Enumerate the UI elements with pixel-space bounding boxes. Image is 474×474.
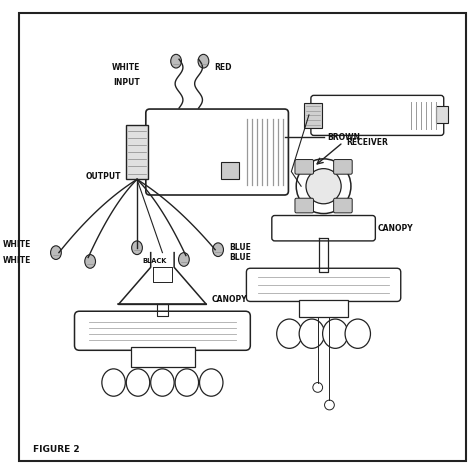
Circle shape: [325, 400, 334, 410]
Text: BLUE: BLUE: [229, 253, 251, 262]
FancyBboxPatch shape: [74, 311, 250, 350]
Text: OUTPUT: OUTPUT: [86, 172, 121, 181]
Ellipse shape: [345, 319, 371, 348]
Ellipse shape: [132, 241, 142, 255]
Ellipse shape: [277, 319, 302, 348]
Ellipse shape: [323, 319, 348, 348]
Text: BROWN: BROWN: [328, 133, 361, 142]
FancyBboxPatch shape: [246, 268, 401, 301]
FancyBboxPatch shape: [146, 109, 288, 195]
FancyBboxPatch shape: [295, 198, 313, 213]
Text: WHITE: WHITE: [3, 256, 32, 265]
Text: RED: RED: [214, 63, 232, 72]
Ellipse shape: [175, 369, 199, 396]
Bar: [126, 125, 148, 179]
Circle shape: [306, 169, 341, 204]
Text: WHITE: WHITE: [111, 63, 140, 72]
Text: CANOPY: CANOPY: [377, 224, 413, 233]
Text: WHITE: WHITE: [3, 240, 32, 249]
Ellipse shape: [126, 369, 150, 396]
FancyBboxPatch shape: [334, 160, 352, 174]
Text: FIGURE 2: FIGURE 2: [33, 446, 79, 455]
Text: INPUT: INPUT: [113, 78, 140, 87]
Ellipse shape: [151, 369, 174, 396]
Ellipse shape: [213, 243, 223, 256]
Text: RECEIVER: RECEIVER: [346, 138, 389, 147]
Ellipse shape: [51, 246, 61, 259]
Bar: [299, 300, 348, 317]
FancyBboxPatch shape: [334, 198, 352, 213]
Ellipse shape: [198, 55, 209, 68]
Bar: [436, 106, 447, 123]
Ellipse shape: [85, 255, 95, 268]
FancyBboxPatch shape: [311, 95, 444, 136]
Circle shape: [313, 383, 323, 392]
Text: CANOPY: CANOPY: [211, 295, 247, 304]
Text: BLACK: BLACK: [142, 258, 166, 264]
Ellipse shape: [179, 253, 189, 266]
FancyBboxPatch shape: [295, 160, 313, 174]
Ellipse shape: [299, 319, 325, 348]
Ellipse shape: [102, 369, 125, 396]
Text: BLUE: BLUE: [229, 243, 251, 252]
Bar: [304, 103, 322, 128]
Bar: [221, 162, 238, 179]
Ellipse shape: [171, 55, 182, 68]
FancyBboxPatch shape: [272, 216, 375, 241]
Bar: [131, 347, 195, 367]
Ellipse shape: [200, 369, 223, 396]
Circle shape: [296, 159, 351, 214]
